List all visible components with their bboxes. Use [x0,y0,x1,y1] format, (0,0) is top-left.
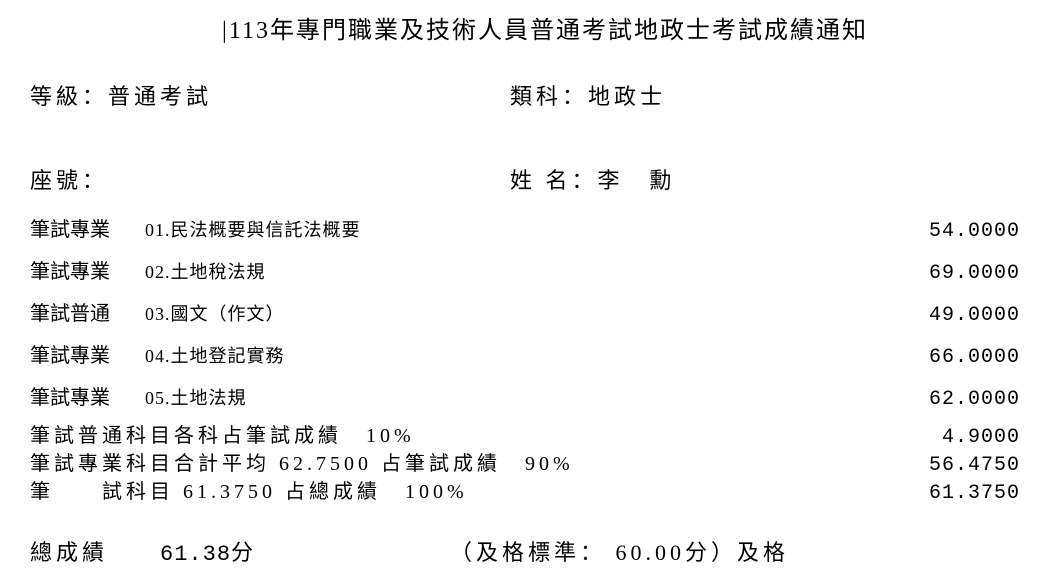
category-value: 地政士 [588,84,666,109]
pass-standard: （及格標準： 60.00分）及格 [450,535,1020,567]
subject-row: 筆試專業 05.土地法規 62.0000 [30,381,1020,411]
score-report: |113年專門職業及技術人員普通考試地政士考試成績通知 等級：普通考試 類科：地… [0,0,1060,567]
name-field: 姓 名：李 勳 [510,163,1020,195]
subject-score: 66.0000 [890,346,1020,369]
calc-text: 筆試普通科目各科占筆試成績 10% [30,423,890,449]
subject-category: 筆試普通 [30,297,145,326]
calc-text: 筆試專業科目合計平均 62.7500 占筆試成績 90% [30,451,890,477]
subject-category: 筆試專業 [30,213,145,242]
calc-score: 61.3750 [890,481,1020,507]
subject-category: 筆試專業 [30,255,145,284]
calc-score: 56.4750 [890,453,1020,479]
subject-name: 01.民法概要與信託法概要 [145,216,890,242]
level-field: 等級：普通考試 [30,79,510,111]
exam-meta-row: 等級：普通考試 類科：地政士 [30,79,1020,111]
subject-name: 03.國文（作文） [145,300,890,326]
category-label: 類科： [510,84,588,109]
subject-score: 69.0000 [890,262,1020,285]
calc-text: 筆 試科目 61.3750 占總成績 100% [30,479,890,505]
subject-name: 05.土地法規 [145,384,890,410]
calc-row: 筆 試科目 61.3750 占總成績 100% 61.3750 [30,479,1020,507]
subject-name: 04.土地登記實務 [145,342,890,368]
subject-category: 筆試專業 [30,339,145,368]
subject-row: 筆試專業 04.土地登記實務 66.0000 [30,339,1020,369]
subject-list: 筆試專業 01.民法概要與信託法概要 54.0000 筆試專業 02.土地稅法規… [30,213,1020,411]
subject-score: 54.0000 [890,220,1020,243]
subject-score: 49.0000 [890,304,1020,327]
calc-score: 4.9000 [890,425,1020,451]
subject-row: 筆試普通 03.國文（作文） 49.0000 [30,297,1020,327]
subject-score: 62.0000 [890,388,1020,411]
seat-field: 座號： [30,163,510,195]
subject-row: 筆試專業 02.土地稅法規 69.0000 [30,255,1020,285]
level-label: 等級： [30,84,108,109]
final-score-field: 總成績 61.38分 [30,535,450,567]
subject-category: 筆試專業 [30,381,145,410]
calc-row: 筆試普通科目各科占筆試成績 10% 4.9000 [30,423,1020,451]
level-value: 普通考試 [108,84,212,109]
seat-label: 座號： [30,168,108,193]
calc-row: 筆試專業科目合計平均 62.7500 占筆試成績 90% 56.4750 [30,451,1020,479]
subject-row: 筆試專業 01.民法概要與信託法概要 54.0000 [30,213,1020,243]
report-title: |113年專門職業及技術人員普通考試地政士考試成績通知 [30,10,1020,45]
category-field: 類科：地政士 [510,79,1020,111]
subject-name: 02.土地稅法規 [145,258,890,284]
name-value: 李 勳 [598,168,676,193]
final-row: 總成績 61.38分 （及格標準： 60.00分）及格 [30,535,1020,567]
final-label: 總成績 [30,540,108,565]
calculation-block: 筆試普通科目各科占筆試成績 10% 4.9000 筆試專業科目合計平均 62.7… [30,423,1020,507]
final-score: 61.38分 [160,542,254,567]
name-label: 姓 名： [510,168,598,193]
candidate-row: 座號： 姓 名：李 勳 [30,163,1020,195]
